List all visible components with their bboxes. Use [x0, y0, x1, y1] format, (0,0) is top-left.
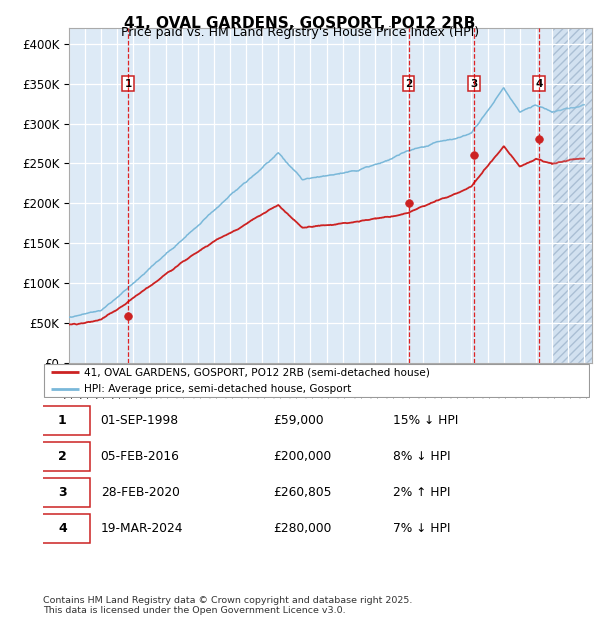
- Text: 41, OVAL GARDENS, GOSPORT, PO12 2RB (semi-detached house): 41, OVAL GARDENS, GOSPORT, PO12 2RB (sem…: [84, 367, 430, 377]
- Text: 41, OVAL GARDENS, GOSPORT, PO12 2RB: 41, OVAL GARDENS, GOSPORT, PO12 2RB: [124, 16, 476, 30]
- Text: Contains HM Land Registry data © Crown copyright and database right 2025.
This d: Contains HM Land Registry data © Crown c…: [43, 596, 413, 615]
- Text: 1: 1: [58, 414, 67, 427]
- Text: 15% ↓ HPI: 15% ↓ HPI: [394, 414, 459, 427]
- Text: 3: 3: [470, 79, 478, 89]
- Text: 19-MAR-2024: 19-MAR-2024: [101, 522, 183, 534]
- Bar: [552, 28, 592, 363]
- Text: 2% ↑ HPI: 2% ↑ HPI: [394, 486, 451, 498]
- Text: £260,805: £260,805: [273, 486, 332, 498]
- Text: Price paid vs. HM Land Registry's House Price Index (HPI): Price paid vs. HM Land Registry's House …: [121, 26, 479, 39]
- Text: 28-FEB-2020: 28-FEB-2020: [101, 486, 179, 498]
- Text: £59,000: £59,000: [273, 414, 323, 427]
- Text: 2: 2: [405, 79, 412, 89]
- Text: 3: 3: [58, 486, 67, 498]
- Text: 01-SEP-1998: 01-SEP-1998: [101, 414, 179, 427]
- FancyBboxPatch shape: [34, 441, 90, 471]
- Text: 05-FEB-2016: 05-FEB-2016: [101, 450, 179, 463]
- Text: 4: 4: [536, 79, 543, 89]
- Text: £200,000: £200,000: [273, 450, 331, 463]
- FancyBboxPatch shape: [34, 513, 90, 543]
- Text: 1: 1: [124, 79, 132, 89]
- FancyBboxPatch shape: [34, 477, 90, 507]
- Text: 4: 4: [58, 522, 67, 534]
- Text: 7% ↓ HPI: 7% ↓ HPI: [394, 522, 451, 534]
- FancyBboxPatch shape: [44, 363, 589, 397]
- Text: 8% ↓ HPI: 8% ↓ HPI: [394, 450, 451, 463]
- Text: HPI: Average price, semi-detached house, Gosport: HPI: Average price, semi-detached house,…: [84, 384, 352, 394]
- Text: £280,000: £280,000: [273, 522, 331, 534]
- Bar: [552, 28, 592, 363]
- FancyBboxPatch shape: [34, 405, 90, 435]
- Text: 2: 2: [58, 450, 67, 463]
